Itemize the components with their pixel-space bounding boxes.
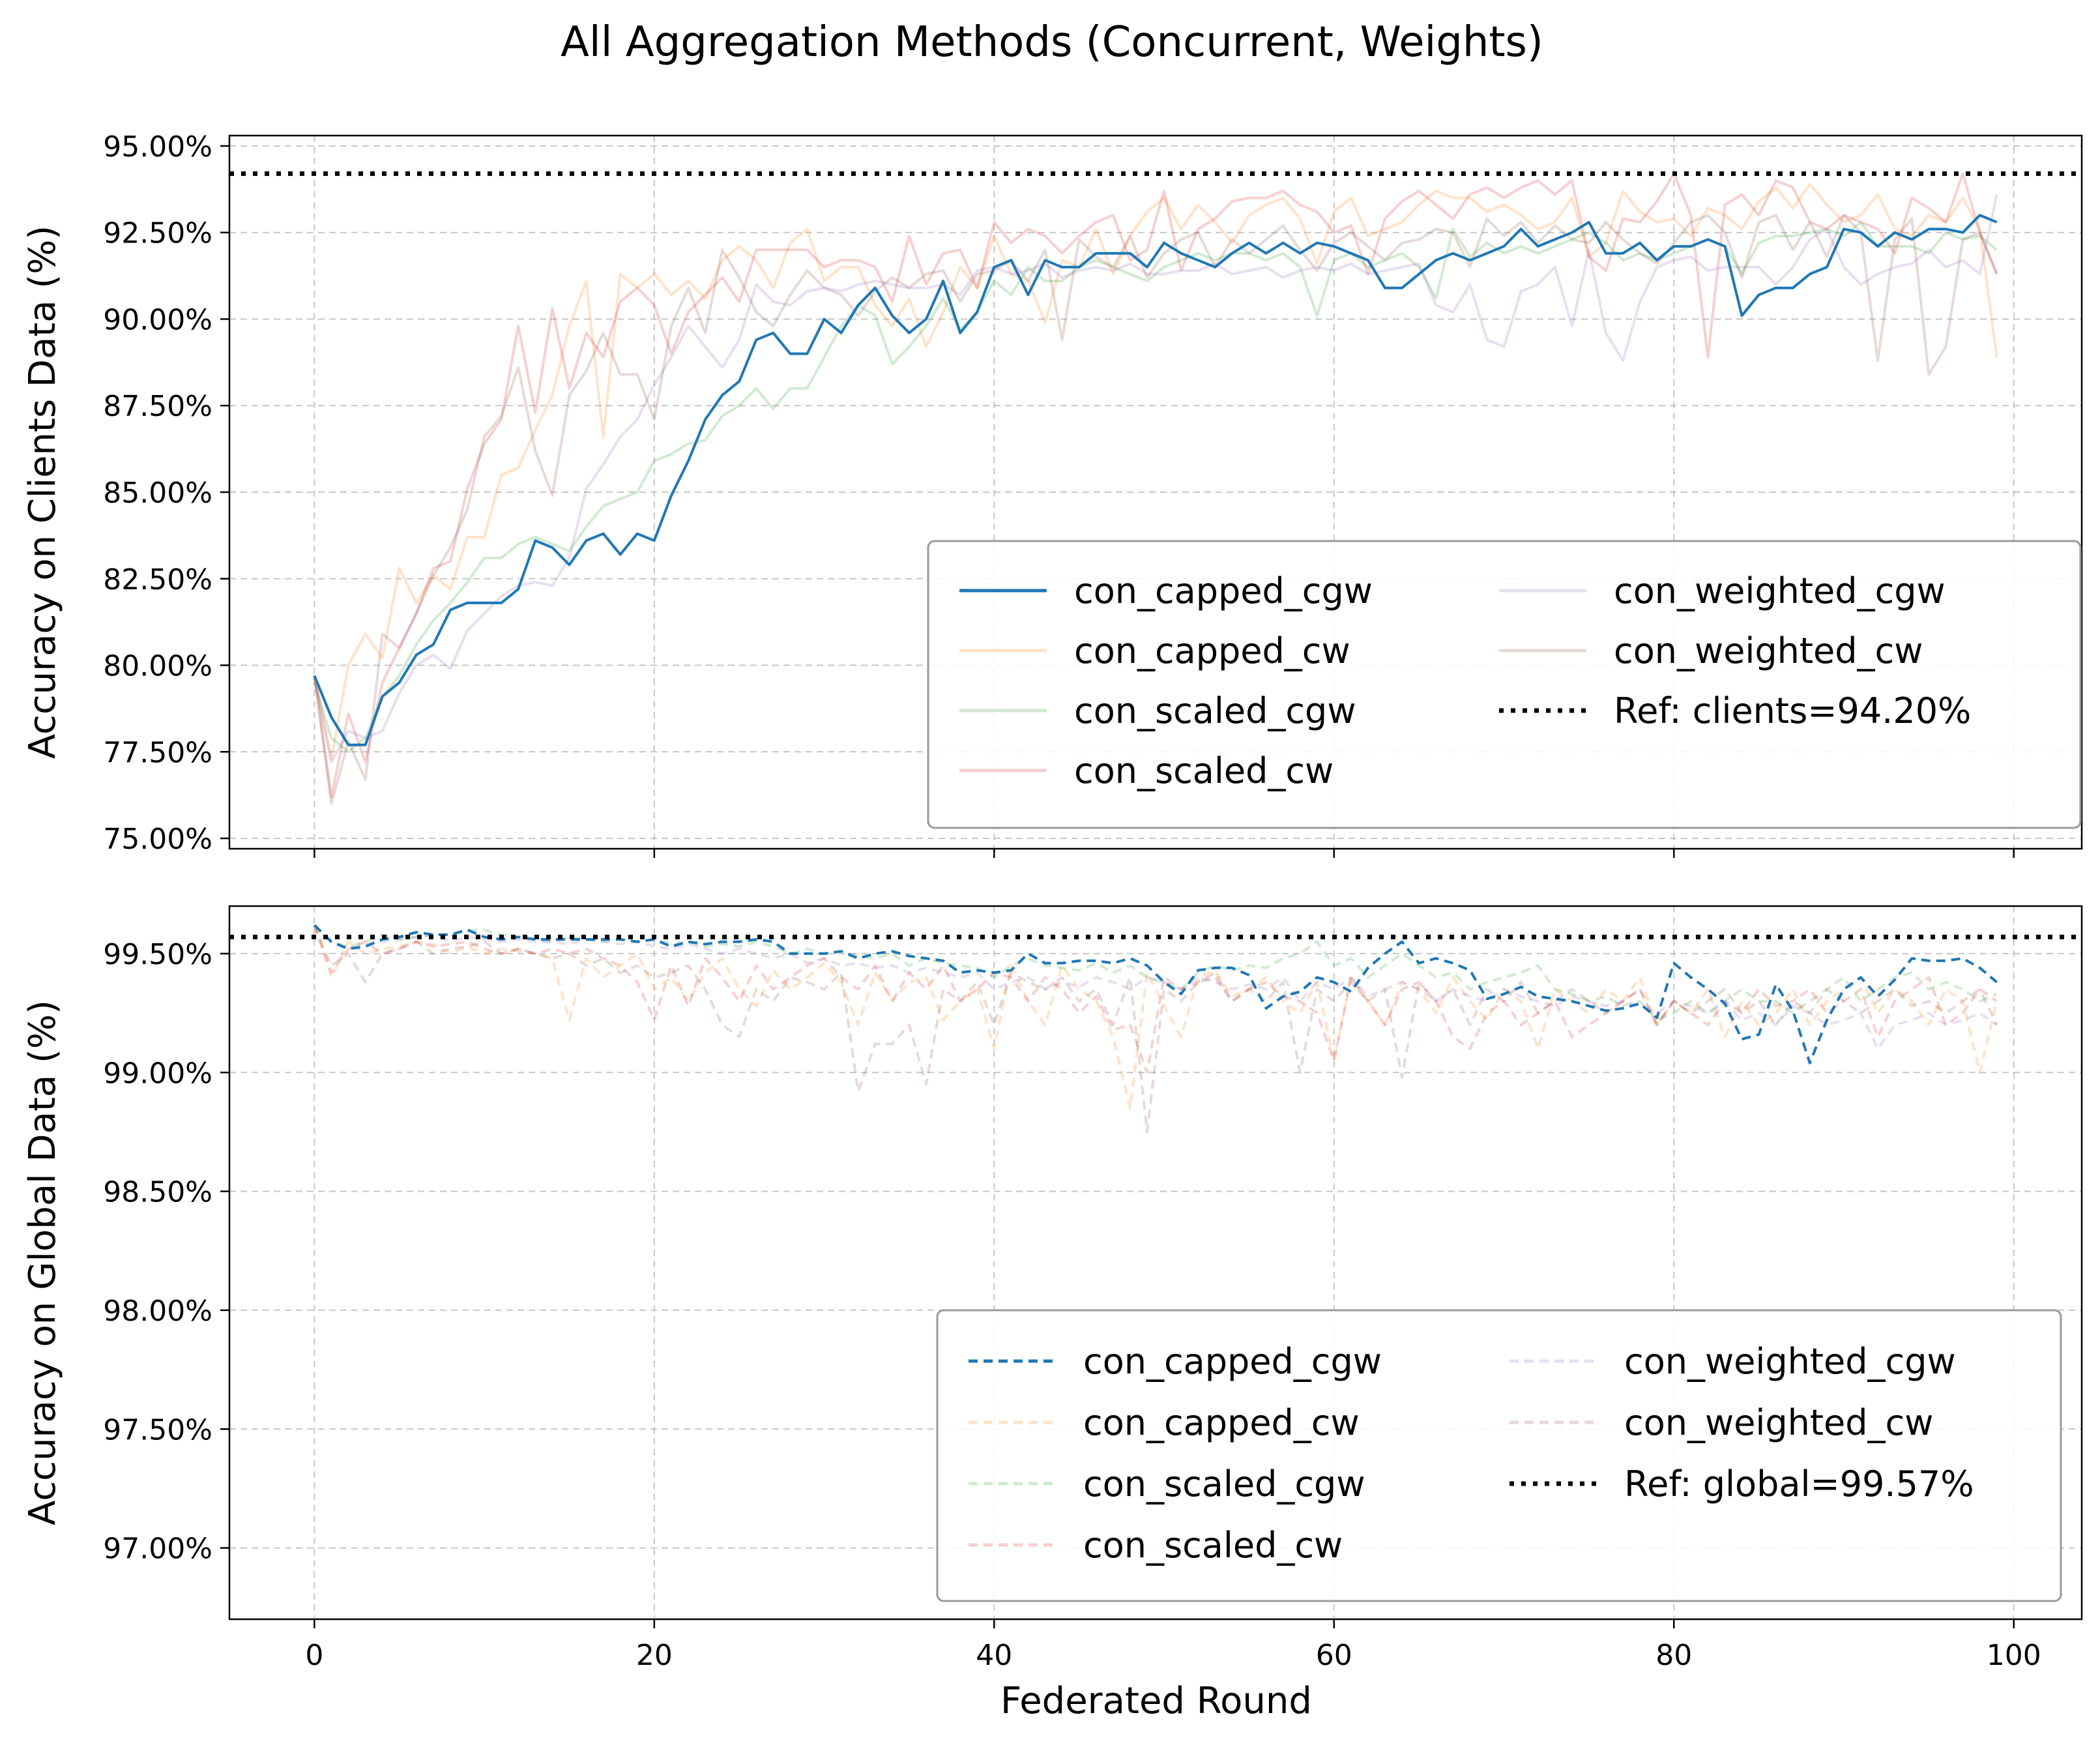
- legend-label: con_capped_cgw: [1074, 570, 1373, 611]
- y-tick-label: 90.00%: [103, 303, 212, 336]
- y-tick-label: 75.00%: [103, 823, 212, 856]
- legend-label: con_weighted_cgw: [1624, 1341, 1956, 1382]
- y-axis-label: Accuracy on Global Data (%): [22, 1000, 64, 1525]
- y-tick-label: 92.50%: [103, 217, 212, 250]
- series-line-con-weighted-cw: [313, 214, 1998, 805]
- series-line-con-capped-cw: [313, 924, 1998, 1109]
- legend-label: Ref: global=99.57%: [1624, 1463, 1974, 1505]
- series-line-con-capped-cw: [313, 183, 1998, 760]
- x-tick-label: 100: [1987, 1639, 2041, 1672]
- x-tick-label: 20: [636, 1639, 673, 1672]
- series-line-con-weighted-cw: [313, 924, 1998, 1134]
- series-line-con-capped-cgw: [313, 214, 1998, 746]
- y-tick-label: 99.50%: [103, 938, 212, 971]
- plot-frame: [228, 905, 2083, 1621]
- legend-label: con_weighted_cw: [1614, 630, 1923, 671]
- legend-label: con_scaled_cw: [1074, 750, 1334, 791]
- series-line-con-weighted-cgw: [313, 194, 1998, 764]
- y-tick-label: 85.00%: [103, 477, 212, 510]
- series-line-con-scaled-cw: [313, 924, 1998, 1074]
- legend-label: con_capped_cw: [1074, 630, 1350, 671]
- series-line-con-scaled-cw: [313, 172, 1998, 799]
- legend: con_capped_cgw con_capped_cw con_scaled_cg…: [927, 540, 2082, 829]
- y-tick-label: 97.00%: [103, 1533, 212, 1566]
- x-axis-label: Federated Round: [1000, 1680, 1312, 1722]
- y-tick-label: 95.00%: [103, 130, 212, 164]
- y-tick-label: 82.50%: [103, 563, 212, 596]
- legend-label: Ref: clients=94.20%: [1614, 690, 1971, 731]
- y-axis-label: Accuracy on Clients Data (%): [22, 226, 64, 759]
- series-line-con-capped-cgw: [313, 924, 1998, 1064]
- y-tick-label: 99.00%: [103, 1057, 212, 1090]
- y-tick-label: 98.00%: [103, 1295, 212, 1328]
- global-accuracy-panel: 97.00% 97.50% 98.00% 98.50% 99.00% 99.50% 0 20 4…: [22, 905, 2083, 1672]
- x-tick-label: 80: [1655, 1639, 1692, 1672]
- legend-label: con_scaled_cgw: [1074, 690, 1356, 731]
- x-tick-label: 0: [305, 1639, 323, 1672]
- x-tick-label: 40: [976, 1639, 1012, 1672]
- legend-label: con_weighted_cgw: [1614, 570, 1946, 611]
- legend-label: con_capped_cw: [1083, 1402, 1360, 1443]
- x-tick-label: 60: [1316, 1639, 1352, 1672]
- y-tick-label: 87.50%: [103, 390, 212, 423]
- legend: con_capped_cgw con_capped_cw con_scaled_cg…: [936, 1309, 2062, 1602]
- legend-box: [927, 540, 2082, 829]
- y-tick-label: 77.50%: [103, 736, 212, 769]
- series-line-con-scaled-cgw: [313, 924, 1998, 1021]
- y-tick-label: 80.00%: [103, 650, 212, 683]
- legend-label: con_weighted_cw: [1624, 1402, 1933, 1443]
- figure-title: All Aggregation Methods (Concurrent, Wei…: [561, 18, 1543, 66]
- legend-label: con_scaled_cgw: [1083, 1463, 1365, 1505]
- y-tick-label: 98.50%: [103, 1176, 212, 1209]
- y-tick-label: 97.50%: [103, 1413, 212, 1446]
- legend-label: con_scaled_cw: [1083, 1525, 1343, 1566]
- legend-box: [936, 1309, 2062, 1602]
- legend-label: con_capped_cgw: [1083, 1341, 1382, 1382]
- clients-accuracy-panel: 75.00% 77.50% 80.00% 82.50% 85.00% 87.50% 90.0…: [22, 130, 2083, 858]
